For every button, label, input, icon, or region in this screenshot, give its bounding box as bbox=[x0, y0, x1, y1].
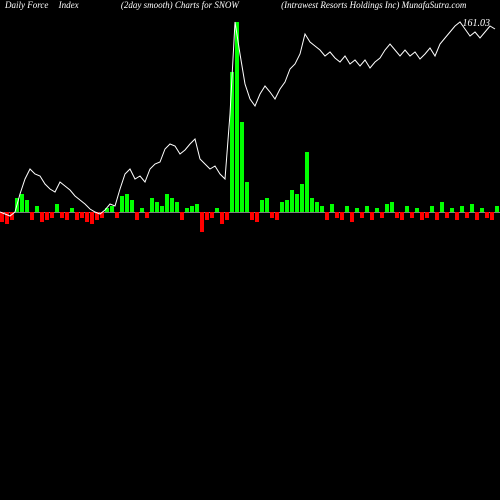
price-line-overlay bbox=[0, 14, 500, 500]
price-polyline bbox=[0, 22, 495, 216]
title-part-2: Index bbox=[59, 0, 79, 10]
chart-header: Daily Force Index (2day smooth) Charts f… bbox=[0, 0, 500, 14]
title-part-3: (2day smooth) Charts for SNOW bbox=[121, 0, 239, 10]
force-index-chart bbox=[0, 14, 500, 500]
title-part-1: Daily Force bbox=[5, 0, 48, 10]
title-part-4: (Intrawest Resorts Holdings Inc) MunafaS… bbox=[281, 0, 466, 10]
